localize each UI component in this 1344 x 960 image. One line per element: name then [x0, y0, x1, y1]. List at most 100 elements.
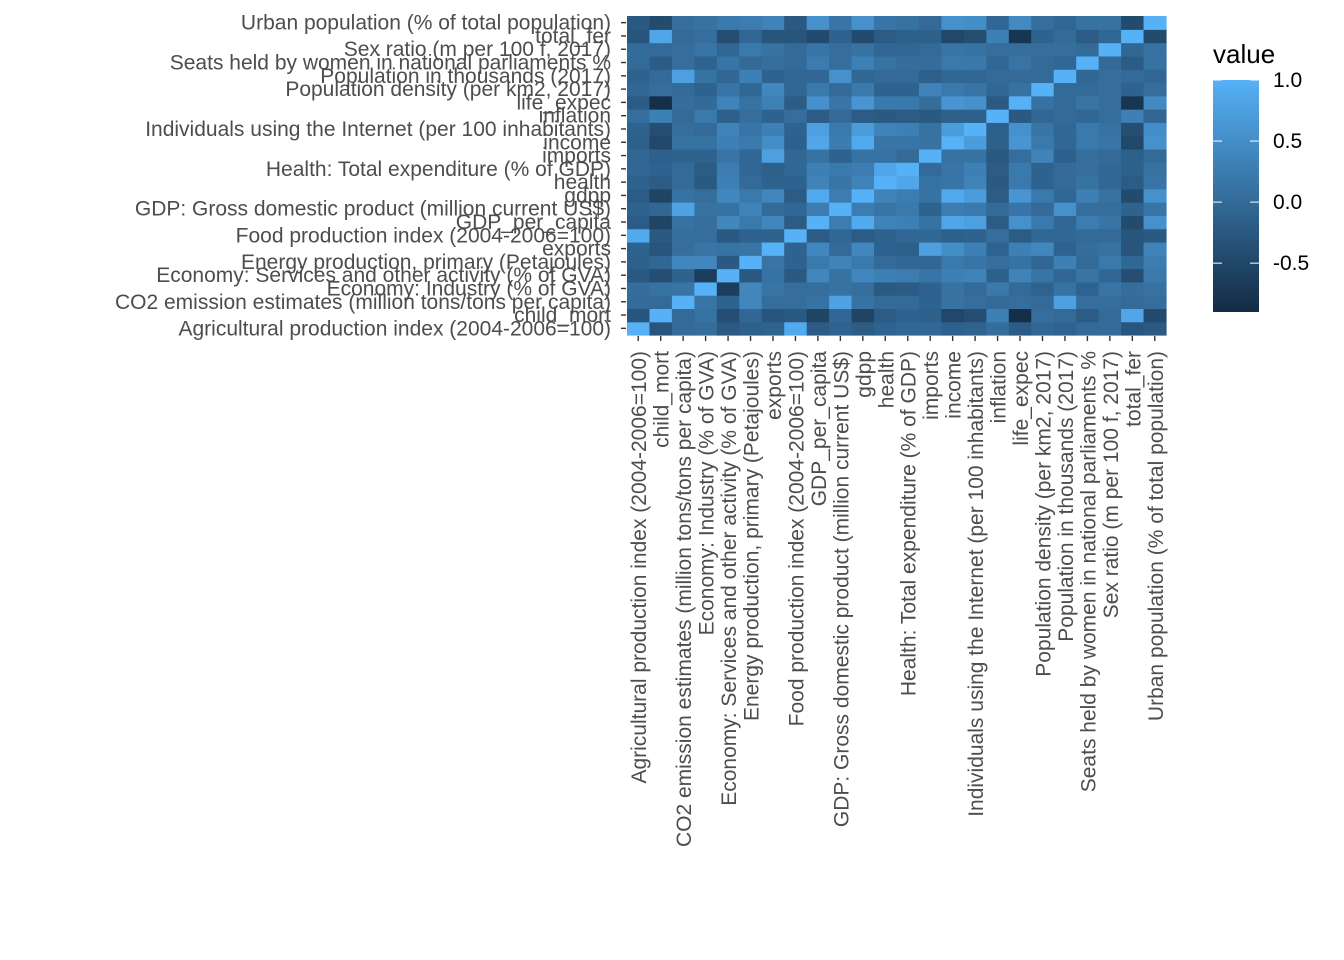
heatmap-cell: [671, 42, 695, 57]
heatmap-cell: [739, 122, 763, 137]
heatmap-cell: [896, 16, 920, 30]
heatmap-cell: [649, 109, 673, 123]
heatmap-cell: [761, 188, 785, 203]
heatmap-cell: [851, 188, 875, 203]
heatmap-cell: [918, 295, 943, 310]
heatmap-cell: [829, 82, 853, 97]
legend-tick-label: -0.5: [1273, 252, 1309, 275]
y-tick-label: health: [554, 171, 611, 194]
heatmap-cell: [671, 308, 695, 323]
heatmap-cell: [874, 55, 898, 70]
heatmap-cell: [761, 308, 785, 323]
heatmap-cell: [963, 42, 987, 57]
x-tick-label: imports: [920, 351, 943, 420]
x-tick-label: Urban population (% of total population): [1145, 351, 1168, 721]
heatmap-cell: [851, 255, 875, 270]
heatmap-cell: [761, 255, 785, 270]
heatmap-cell: [963, 148, 987, 163]
heatmap-cell: [806, 228, 830, 243]
heatmap-cell: [1053, 29, 1077, 44]
heatmap-cell: [1143, 42, 1167, 57]
heatmap-cell: [829, 135, 853, 150]
heatmap-cell: [1008, 135, 1032, 150]
heatmap-cell: [941, 162, 965, 177]
heatmap-cell: [1121, 175, 1145, 190]
heatmap-cell: [941, 268, 965, 283]
heatmap-cell: [739, 16, 763, 30]
heatmap-cell: [671, 122, 695, 137]
heatmap-cell: [851, 321, 875, 336]
heatmap-cell: [986, 202, 1010, 216]
heatmap-cell: [874, 268, 898, 283]
heatmap-cell: [829, 228, 853, 243]
heatmap-cell: [1098, 122, 1122, 137]
heatmap-cell: [829, 148, 853, 163]
heatmap-cell: [1121, 29, 1145, 44]
heatmap-cell: [649, 148, 673, 163]
heatmap-cell: [918, 162, 943, 177]
heatmap-cell: [1008, 241, 1032, 256]
heatmap-cell: [1008, 95, 1032, 110]
x-tick-label: GDP_per_capita: [808, 351, 831, 507]
heatmap-cell: [1098, 281, 1122, 296]
heatmap-cell: [694, 215, 718, 230]
heatmap-cell: [694, 95, 718, 110]
heatmap-cell: [1076, 281, 1100, 296]
heatmap-cell: [851, 241, 875, 256]
heatmap-cell: [874, 109, 898, 123]
heatmap-cell: [986, 308, 1010, 323]
heatmap-cell: [986, 255, 1010, 270]
heatmap-cell: [627, 241, 651, 256]
heatmap-cell: [1121, 148, 1145, 163]
heatmap-cell: [986, 228, 1010, 243]
heatmap-cell: [761, 82, 785, 97]
heatmap-cell: [1031, 29, 1055, 44]
heatmap-cell: [941, 308, 965, 323]
heatmap-cell: [784, 281, 808, 296]
heatmap-cell: [1053, 281, 1077, 296]
heatmap-cell: [784, 95, 808, 110]
heatmap-cell: [1098, 188, 1122, 203]
heatmap-cell: [1121, 69, 1145, 84]
heatmap-cell: [627, 188, 651, 203]
heatmap-cell: [1143, 82, 1167, 97]
heatmap-cell: [671, 228, 695, 243]
heatmap-cell: [1098, 295, 1122, 310]
heatmap-cell: [918, 82, 943, 97]
heatmap-cell: [874, 295, 898, 310]
heatmap-cell: [1098, 95, 1122, 110]
heatmap-cell: [627, 215, 651, 230]
heatmap-cell: [851, 122, 875, 137]
heatmap-cell: [1053, 295, 1077, 310]
x-tick-label: Economy: Services and other activity (% …: [718, 351, 741, 806]
y-tick-label: Seats held by women in national parliame…: [170, 52, 611, 75]
heatmap-cell: [874, 135, 898, 150]
heatmap-cell: [986, 295, 1010, 310]
heatmap-cell: [1098, 109, 1122, 123]
heatmap-cell: [716, 255, 740, 270]
heatmap-cell: [941, 122, 965, 137]
heatmap-cell: [806, 241, 830, 256]
heatmap-cell: [874, 42, 898, 57]
heatmap-cell: [851, 135, 875, 150]
heatmap-cell: [649, 295, 673, 310]
heatmap-cell: [1053, 148, 1077, 163]
heatmap-cell: [1031, 95, 1055, 110]
heatmap-cell: [784, 321, 808, 336]
heatmap-cell: [716, 162, 740, 177]
heatmap-cell: [649, 16, 673, 30]
heatmap-cell: [963, 215, 987, 230]
heatmap-cell: [1076, 175, 1100, 190]
heatmap-cell: [627, 69, 651, 84]
y-tick-label: life_expec: [516, 91, 611, 114]
heatmap-cell: [1098, 202, 1122, 216]
heatmap-cell: [1143, 295, 1167, 310]
heatmap-cell: [1121, 122, 1145, 137]
heatmap-cell: [649, 122, 673, 137]
heatmap-cell: [1053, 228, 1077, 243]
heatmap-cell: [649, 241, 673, 256]
heatmap-cell: [874, 148, 898, 163]
heatmap-cell: [829, 188, 853, 203]
heatmap-cell: [851, 29, 875, 44]
heatmap-cell: [806, 321, 830, 336]
